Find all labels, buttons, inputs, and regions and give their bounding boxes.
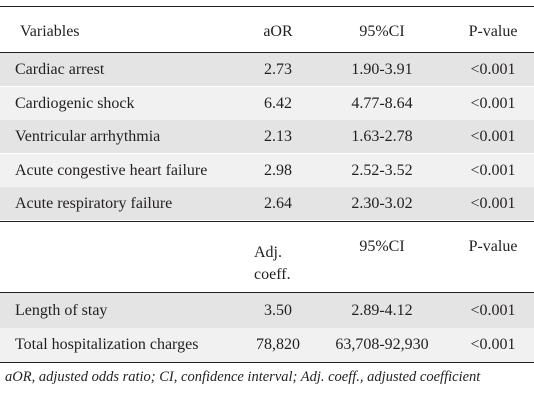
row-ci: 4.77-8.64 <box>351 94 413 112</box>
row-aor: 2.64 <box>264 194 292 212</box>
table-row: Acute congestive heart failure 2.98 2.52… <box>0 154 534 187</box>
row-label: Acute respiratory failure <box>15 194 173 212</box>
header-ci: 95%CI <box>359 23 405 40</box>
header-aor: aOR <box>263 23 293 40</box>
row-coeff: 78,820 <box>256 336 300 353</box>
row-label: Total hospitalization charges <box>15 336 199 353</box>
row-pvalue: <0.001 <box>470 161 516 179</box>
row-ci: 2.30-3.02 <box>351 194 413 212</box>
header-adj-coeff-line1: Adj. <box>254 244 282 261</box>
header-row-1: Variables aOR 95%CI P-value <box>0 13 534 51</box>
row-label: Cardiogenic shock <box>15 94 135 112</box>
header-ci-2: 95%CI <box>359 238 405 255</box>
top-rule <box>0 6 534 7</box>
row-pvalue: <0.001 <box>470 94 516 112</box>
row-ci: 1.90-3.91 <box>351 60 413 78</box>
row-label: Length of stay <box>15 301 108 319</box>
row-pvalue: <0.001 <box>470 301 516 319</box>
section-rule <box>0 221 534 222</box>
header-rule <box>0 52 534 53</box>
table-row: Acute respiratory failure 2.64 2.30-3.02… <box>0 187 534 220</box>
row-ci: 2.89-4.12 <box>351 301 413 319</box>
row-ci: 1.63-2.78 <box>351 127 413 145</box>
row-pvalue: <0.001 <box>470 60 516 78</box>
header-pvalue-2: P-value <box>468 238 518 255</box>
row-ci: 63,708-92,930 <box>335 336 429 353</box>
table-row: Total hospitalization charges 78,820 63,… <box>0 328 534 362</box>
header-rule-2 <box>0 292 534 293</box>
header-adj-coeff-line2: coeff. <box>254 266 291 283</box>
table-row: Cardiac arrest 2.73 1.90-3.91 <0.001 <box>0 53 534 86</box>
header-row-2: Adj. coeff. 95%CI P-value <box>0 226 534 290</box>
table-row: Length of stay 3.50 2.89-4.12 <0.001 <box>0 293 534 328</box>
bottom-rule <box>0 362 534 363</box>
row-aor: 2.13 <box>264 127 292 145</box>
row-aor: 2.98 <box>264 161 292 179</box>
header-adj-coeff: Adj. coeff. <box>254 226 302 296</box>
row-aor: 2.73 <box>264 60 292 78</box>
row-label: Acute congestive heart failure <box>15 161 208 179</box>
row-aor: 6.42 <box>264 94 292 112</box>
row-pvalue: <0.001 <box>470 336 516 353</box>
row-ci: 2.52-3.52 <box>351 161 413 179</box>
row-pvalue: <0.001 <box>470 127 516 145</box>
table-row: Cardiogenic shock 6.42 4.77-8.64 <0.001 <box>0 87 534 120</box>
row-label: Ventricular arrhythmia <box>15 127 161 145</box>
header-variables: Variables <box>20 23 80 40</box>
row-pvalue: <0.001 <box>470 194 516 212</box>
table-row: Ventricular arrhythmia 2.13 1.63-2.78 <0… <box>0 120 534 153</box>
table-footnote: aOR, adjusted odds ratio; CI, confidence… <box>5 369 481 385</box>
row-label: Cardiac arrest <box>15 60 105 78</box>
row-coeff: 3.50 <box>264 301 292 319</box>
header-pvalue: P-value <box>468 23 518 40</box>
